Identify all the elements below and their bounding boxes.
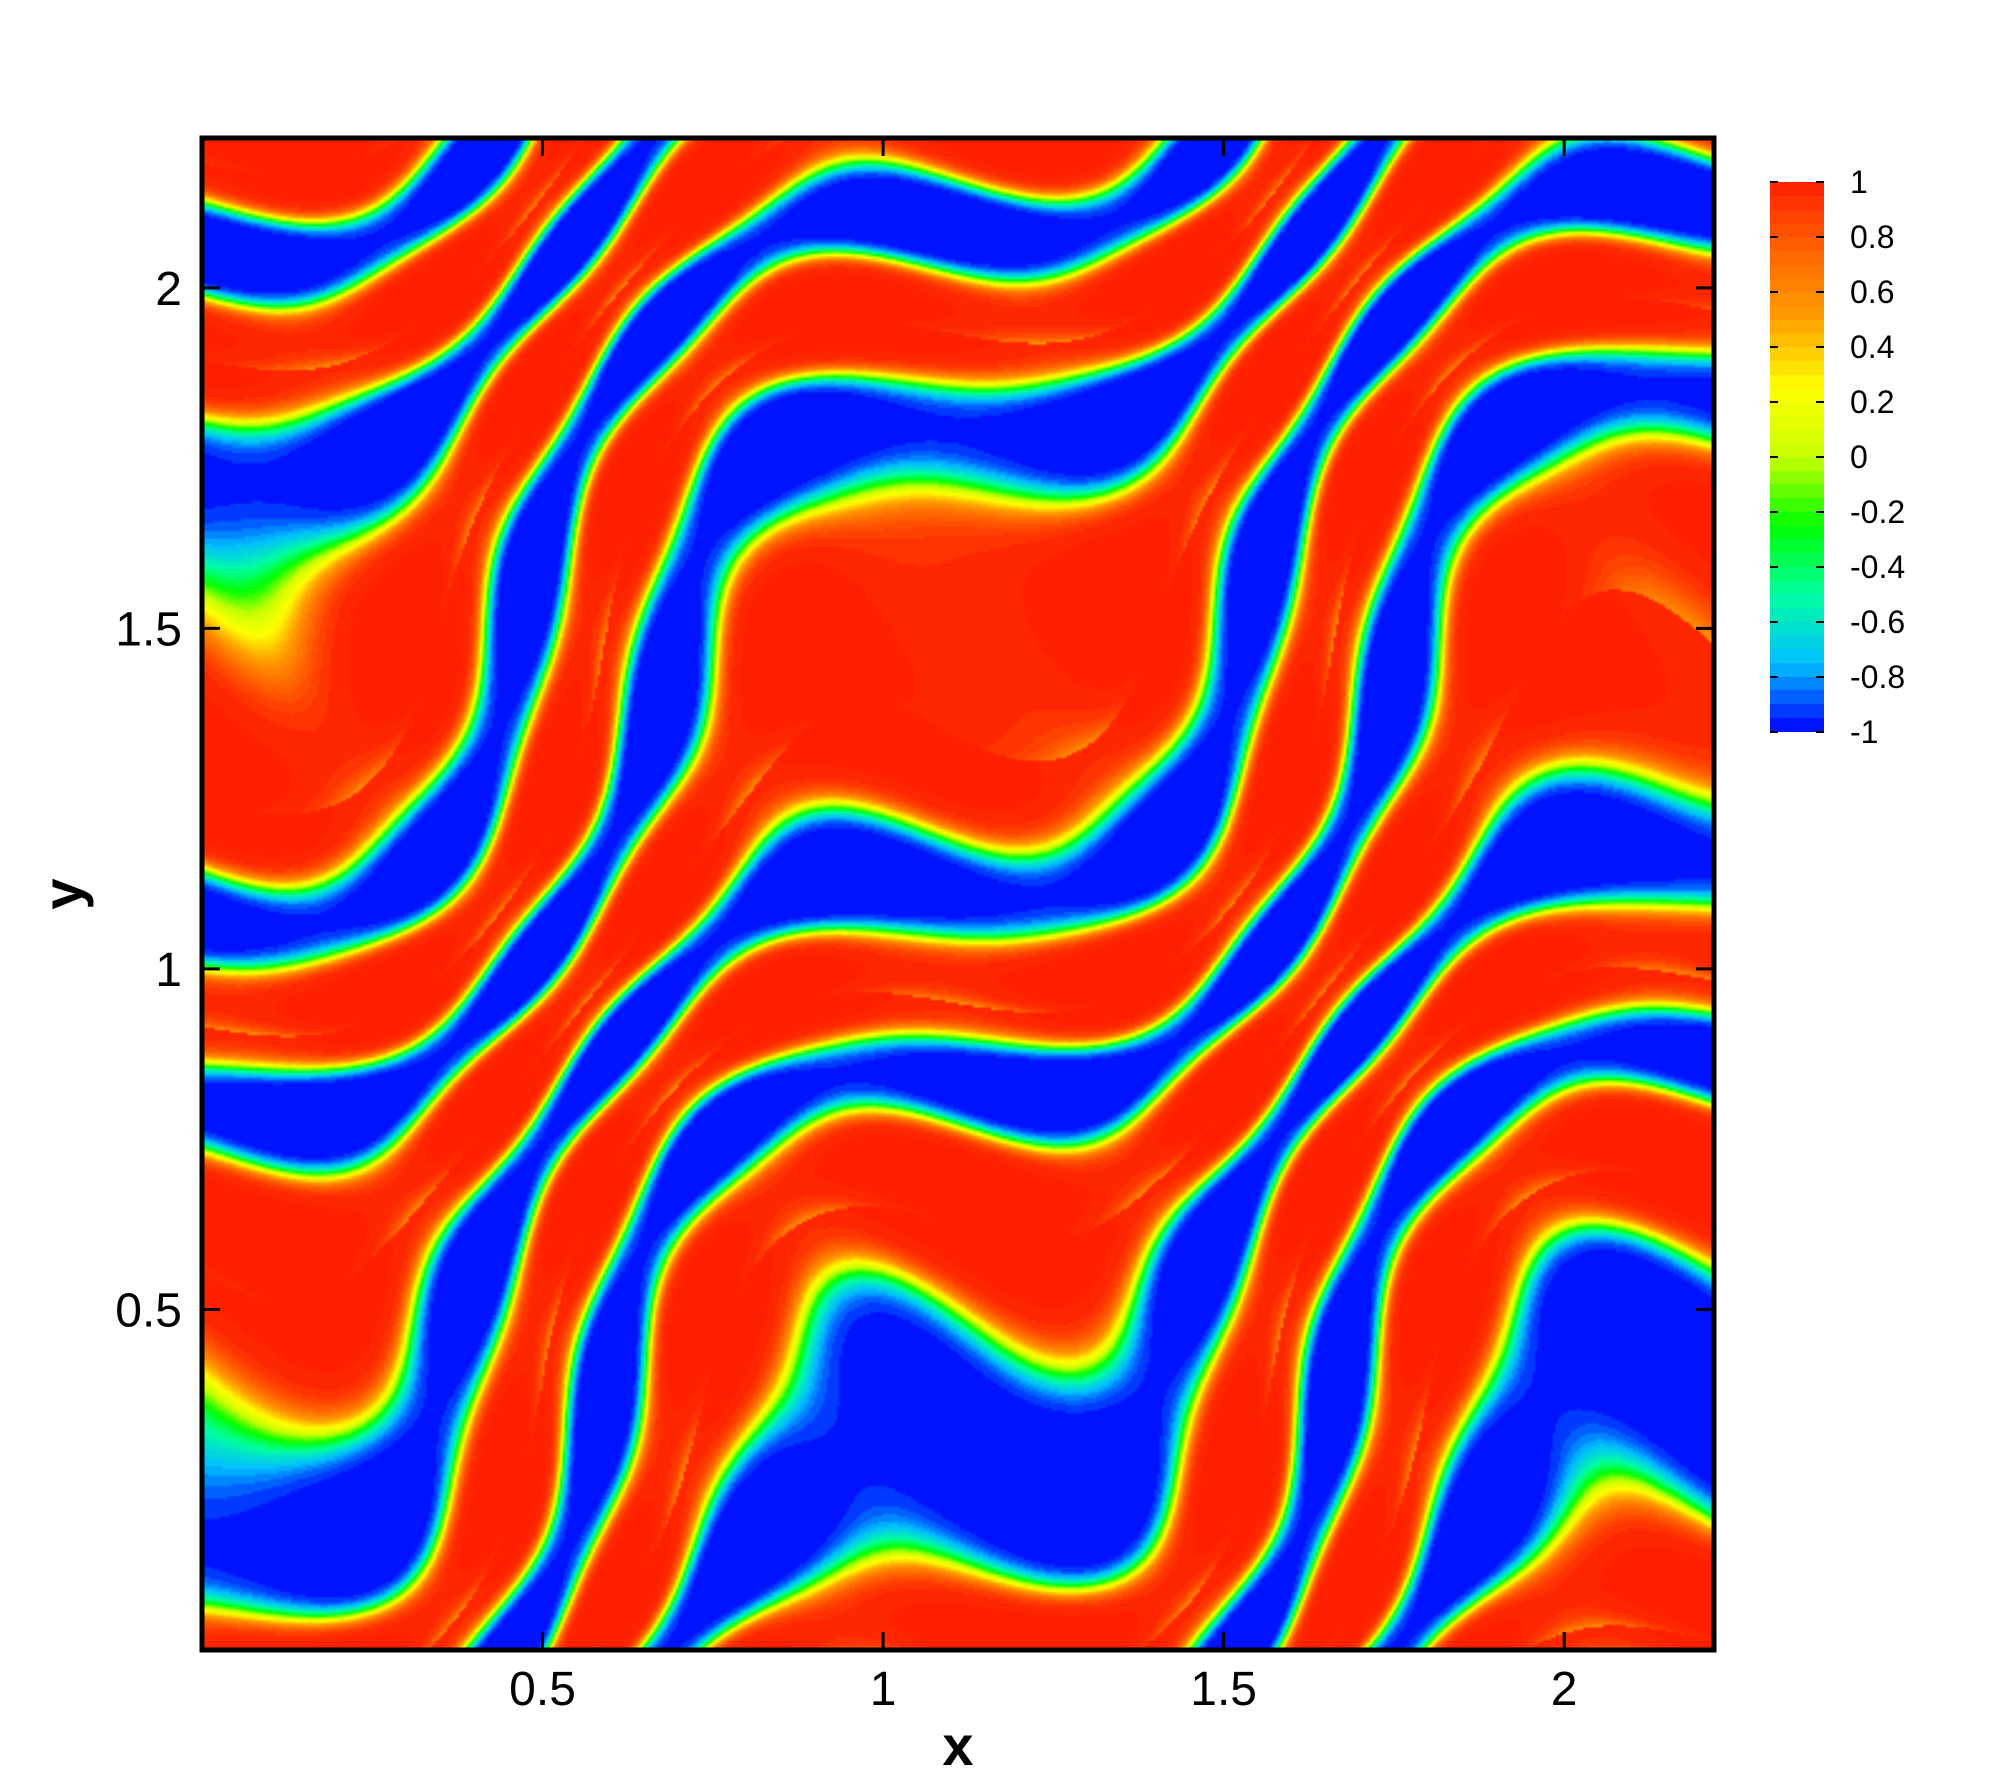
- colorbar-label: 1: [1850, 164, 1868, 200]
- colorbar-label: 0.4: [1850, 329, 1894, 365]
- colorbar-label: -0.2: [1850, 494, 1905, 530]
- y-tick-label: 1.5: [115, 603, 182, 656]
- colorbar-label: 0.6: [1850, 274, 1894, 310]
- x-tick-label: 1: [870, 1663, 897, 1716]
- x-axis-ticks: [541, 138, 1566, 1650]
- y-tick-label: 1: [155, 944, 182, 997]
- colorbar-label: 0.2: [1850, 384, 1894, 420]
- y-axis-ticks: [202, 286, 1714, 1311]
- x-tick-label: 0.5: [509, 1663, 576, 1716]
- y-tick-label: 0.5: [115, 1284, 182, 1337]
- colorbar-label: -0.6: [1850, 604, 1905, 640]
- x-tick-label: 1.5: [1190, 1663, 1257, 1716]
- plot-frame: [199, 135, 1717, 1653]
- colorbar-ticks: [1770, 181, 1824, 733]
- colorbar: 1 0.8 0.6 0.4 0.2 0 -0.2 -0.4 -0.6 -0.8 …: [1770, 164, 1905, 750]
- x-tick-label: 2: [1551, 1663, 1578, 1716]
- colorbar-label: -0.4: [1850, 549, 1905, 585]
- colorbar-label: -0.8: [1850, 659, 1905, 695]
- colorbar-label: 0: [1850, 439, 1868, 475]
- y-axis-title: y: [31, 878, 94, 909]
- colorbar-gradient: [1770, 182, 1824, 732]
- colorbar-label: -1: [1850, 714, 1878, 750]
- y-tick-label: 2: [155, 263, 182, 316]
- x-axis-title: x: [942, 1714, 973, 1777]
- colorbar-label: 0.8: [1850, 219, 1894, 255]
- contour-field: [202, 138, 1714, 1650]
